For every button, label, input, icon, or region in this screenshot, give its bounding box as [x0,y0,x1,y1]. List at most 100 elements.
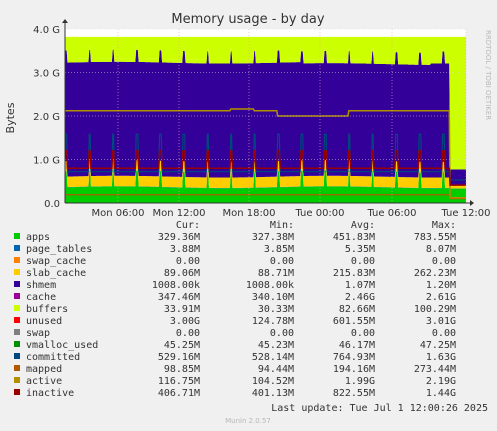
y-tick-label: 2.0 G [33,112,60,123]
legend-value-cur: 329.36M [158,232,200,243]
legend-value-max: 783.55M [414,232,456,243]
legend-value-max: 3.01G [426,316,456,327]
legend-row-inactive: inactive 406.71M 401.13M 822.55M 1.44G [14,388,456,399]
legend-header: Avg: [351,220,375,231]
legend-value-cur: 89.06M [164,268,200,279]
line-committed [65,133,466,181]
y-axis-label: Bytes [4,102,17,133]
legend-value-avg: 1.07M [345,280,375,291]
legend-swatch [14,341,20,347]
legend-row-swap: swap 0.00 0.00 0.00 0.00 [14,328,456,339]
x-tick-label: Mon 18:00 [222,208,275,219]
legend-swatch [14,257,20,263]
legend-value-avg: 1.99G [345,376,375,387]
line-inactive [65,150,466,186]
area-cache [65,49,466,185]
legend-value-cur: 33.91M [164,304,200,315]
legend-label: active [26,376,62,387]
legend-swatch [14,281,20,287]
legend-value-min: 0.00 [270,328,294,339]
area-unused [65,36,466,168]
legend-value-avg: 46.17M [339,340,375,351]
legend-value-max: 1.63G [426,352,456,363]
legend-swatch [14,269,20,275]
legend-label: unused [26,316,62,327]
legend-value-max: 2.61G [426,292,456,303]
chart-title: Memory usage - by day [171,12,324,27]
legend-row-slab_cache: slab_cache 89.06M 88.71M 215.83M 262.23M [14,268,456,279]
y-axis-arrow [62,19,68,23]
legend-header: Min: [270,220,294,231]
legend-row-mapped: mapped 98.85M 94.44M 194.16M 273.44M [14,364,456,375]
x-tick-label: Tue 00:00 [294,208,344,219]
x-axis-arrow [470,200,474,206]
legend-value-min: 401.13M [252,388,294,399]
legend-value-avg: 601.55M [333,316,375,327]
munin-version: Munin 2.0.57 [225,417,271,425]
legend-swatch [14,317,20,323]
legend-value-max: 2.19G [426,376,456,387]
line-mapped [65,194,466,200]
legend-row-unused: unused 3.00G 124.78M 601.55M 3.01G [14,316,456,327]
x-axis: Mon 06:00 Mon 12:00 Mon 18:00 Tue 00:00 Tue … [91,208,490,219]
legend-value-avg: 764.93M [333,352,375,363]
y-tick-label: 3.0 G [33,69,60,80]
legend-swatch [14,329,20,335]
legend-row-apps: apps 329.36M 327.38M 451.83M 783.55M [14,232,456,243]
legend-row-cache: cache 347.46M 340.10M 2.46G 2.61G [14,292,456,303]
legend-value-cur: 98.85M [164,364,200,375]
legend-row-swap_cache: swap_cache 0.00 0.00 0.00 0.00 [14,256,456,267]
legend-value-cur: 45.25M [164,340,200,351]
legend-value-avg: 194.16M [333,364,375,375]
legend-value-max: 1.44G [426,388,456,399]
legend-value-max: 273.44M [414,364,456,375]
legend-value-avg: 215.83M [333,268,375,279]
legend-value-avg: 2.46G [345,292,375,303]
legend-row-vmalloc_used: vmalloc_used 45.25M 45.23M 46.17M 47.25M [14,340,456,351]
legend-value-min: 1008.00k [246,280,294,291]
legend-label: shmem [26,280,56,291]
legend-value-min: 88.71M [258,268,294,279]
legend-label: swap [26,328,50,339]
legend-label: mapped [26,364,62,375]
legend-header: Max: [432,220,456,231]
legend-value-cur: 1008.00k [152,280,200,291]
legend-value-min: 124.78M [252,316,294,327]
legend-value-min: 3.85M [264,244,294,255]
legend-label: vmalloc_used [26,340,98,351]
legend-label: slab_cache [26,268,86,279]
legend-label: buffers [26,304,68,315]
legend-value-avg: 82.66M [339,304,375,315]
legend-value-max: 262.23M [414,268,456,279]
legend-value-min: 104.52M [252,376,294,387]
y-tick-label: 1.0 G [33,156,60,167]
legend-row-buffers: buffers 33.91M 30.33M 82.66M 100.29M [14,304,456,315]
legend-label: cache [26,292,56,303]
legend-swatch [14,389,20,395]
legend-value-cur: 347.46M [158,292,200,303]
legend-value-max: 0.00 [432,328,456,339]
legend-label: swap_cache [26,256,86,267]
x-tick-label: Mon 06:00 [91,208,144,219]
legend-value-cur: 116.75M [158,376,200,387]
legend-value-max: 0.00 [432,256,456,267]
area-slab_cache [65,160,466,189]
legend-value-min: 94.44M [258,364,294,375]
legend-row-page_tables: page_tables 3.88M 3.85M 5.35M 8.07M [14,244,456,255]
legend-value-min: 45.23M [258,340,294,351]
legend-row-committed: committed 529.16M 528.14M 764.93M 1.63G [14,352,456,363]
legend-value-cur: 3.88M [170,244,200,255]
legend-value-max: 1.20M [426,280,456,291]
legend-header: Cur: [176,220,200,231]
legend-value-avg: 822.55M [333,388,375,399]
legend-value-min: 340.10M [252,292,294,303]
legend-swatch [14,353,20,359]
legend-value-max: 100.29M [414,304,456,315]
legend-value-avg: 5.35M [345,244,375,255]
legend-label: page_tables [26,244,92,255]
legend-row-active: active 116.75M 104.52M 1.99G 2.19G [14,376,456,387]
y-axis: 0.0 1.0 G 2.0 G 3.0 G 4.0 G [33,19,474,210]
legend-swatch [14,233,20,239]
legend-value-avg: 0.00 [351,328,375,339]
area-buffers [65,46,466,170]
